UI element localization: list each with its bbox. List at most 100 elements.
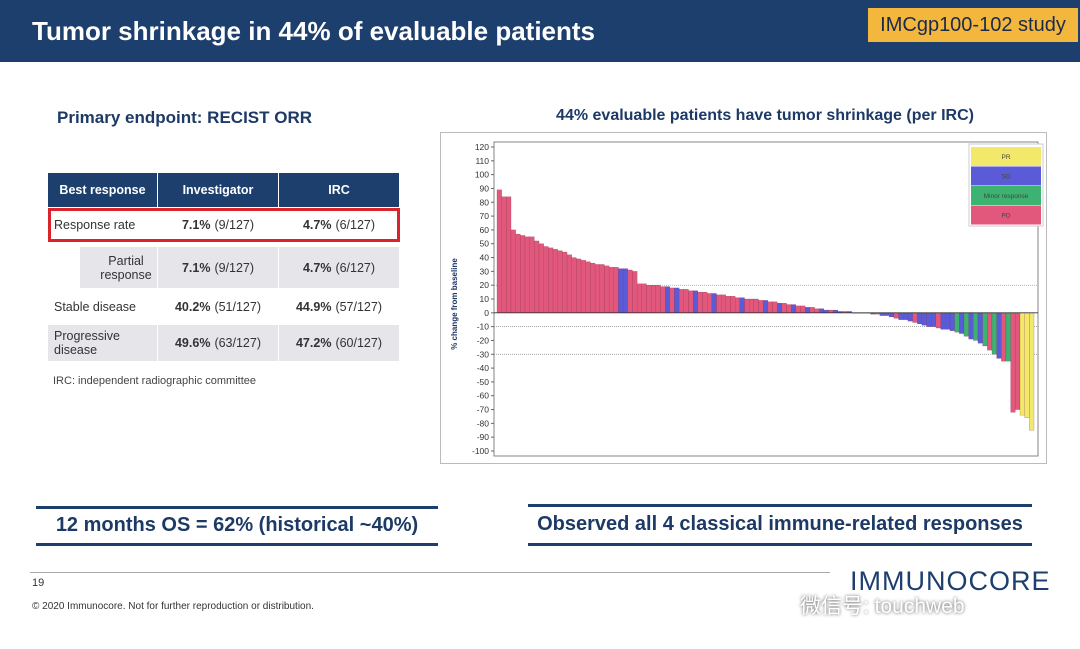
bar (711, 293, 717, 313)
table-cell: 44.9% (57/127) (279, 288, 400, 325)
bar (534, 240, 540, 313)
bar (931, 312, 937, 327)
bar (805, 307, 810, 313)
count: (9/127) (214, 260, 255, 275)
page-number: 19 (32, 577, 45, 589)
os-box: 12 months OS = 62% (historical ~40%) (55, 514, 419, 536)
bar (669, 287, 675, 313)
row-label: Partial response (80, 247, 158, 288)
count: (63/127) (214, 336, 261, 350)
chart-frame (440, 132, 1047, 464)
y-tick-label: -80 (477, 418, 490, 428)
bar (800, 305, 806, 313)
bar (753, 298, 759, 313)
bar (702, 291, 708, 313)
y-tick-label: -10 (477, 322, 490, 332)
row-label: Stable disease (48, 288, 158, 325)
bar (679, 289, 684, 313)
slide-title: Tumor shrinkage in 44% of evaluable pati… (32, 16, 595, 46)
y-tick-label: -60 (477, 391, 490, 401)
bar (991, 312, 997, 355)
y-tick-label: 40 (480, 253, 490, 263)
count: (60/127) (335, 336, 382, 350)
header-cell: Best response (48, 173, 158, 207)
bar (926, 312, 932, 327)
bar (515, 233, 521, 313)
bar (707, 293, 712, 313)
bar (777, 303, 782, 313)
footnote: IRC: independent radiographic committee (53, 375, 257, 387)
y-tick-label: 100 (475, 170, 489, 180)
bar (786, 304, 792, 313)
y-tick-label: 110 (475, 156, 489, 166)
bar (665, 286, 670, 313)
y-tick-label: 120 (475, 142, 489, 152)
bar (744, 298, 750, 313)
bar (613, 267, 619, 313)
header-cell: IRC (279, 173, 400, 207)
count: (9/127) (214, 218, 255, 232)
bar (1029, 312, 1035, 431)
bar (1010, 312, 1016, 413)
bar (725, 296, 731, 313)
bar (1024, 312, 1030, 418)
bar (510, 229, 516, 313)
bar (524, 236, 530, 313)
bar (618, 268, 624, 313)
table-cell: 7.1% (9/127) (158, 247, 279, 288)
logo: IMMUNOCORE (850, 566, 1051, 596)
copyright: © 2020 Immunocore. Not for further repro… (32, 601, 314, 612)
legend-swatch (971, 186, 1041, 205)
y-tick-label: 90 (480, 183, 490, 193)
bar (968, 312, 974, 340)
rule (528, 543, 1032, 546)
bar (781, 303, 787, 313)
legend-label: Minor response (984, 193, 1029, 200)
bar (819, 308, 824, 313)
percent: 47.2% (295, 336, 332, 350)
count: (6/127) (335, 260, 376, 275)
subtitle: Primary endpoint: RECIST ORR (57, 108, 313, 127)
bar (917, 312, 923, 324)
y-tick-label: -100 (472, 446, 489, 456)
rule (528, 504, 1032, 507)
bar (903, 312, 909, 320)
footer-rule (30, 572, 830, 573)
bar (921, 312, 927, 326)
bar (758, 300, 764, 313)
bar (599, 264, 605, 313)
bar (1019, 312, 1025, 416)
bar (576, 258, 582, 313)
highlight-box (48, 208, 400, 242)
bar (1005, 312, 1011, 362)
bar (1015, 312, 1021, 410)
bar (604, 265, 610, 313)
bar (721, 294, 726, 313)
bar (828, 309, 834, 313)
y-tick-label: 10 (480, 294, 490, 304)
bar (791, 304, 796, 313)
bar (674, 287, 680, 313)
bar (767, 301, 773, 313)
y-tick-label: 80 (480, 197, 490, 207)
y-tick-label: -30 (477, 349, 490, 359)
bar (973, 312, 979, 341)
bar (529, 236, 535, 313)
bar (795, 305, 801, 313)
y-tick-label: -90 (477, 432, 490, 442)
legend-swatch (971, 147, 1041, 166)
percent: 40.2% (174, 299, 211, 314)
chart-title: 44% evaluable patients have tumor shrink… (556, 107, 974, 124)
y-tick-label: 70 (480, 211, 490, 221)
bar (945, 312, 951, 330)
bar (763, 300, 768, 313)
bar (982, 312, 988, 347)
bar (627, 269, 633, 313)
y-tick-label: 30 (480, 266, 490, 276)
study-badge: IMCgp100-102 study (868, 8, 1078, 42)
bar (641, 283, 647, 313)
responses-box: Observed all 4 classical immune-related … (537, 513, 1023, 535)
bar (585, 261, 591, 313)
y-tick-label: -70 (477, 405, 490, 415)
bar (683, 289, 689, 313)
